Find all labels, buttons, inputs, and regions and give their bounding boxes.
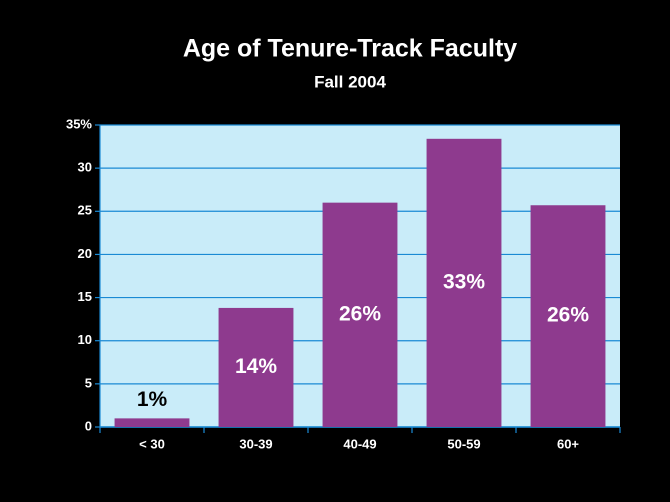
data-label: 14% bbox=[235, 355, 277, 378]
data-label: 26% bbox=[547, 304, 589, 327]
y-tick-label: 25 bbox=[78, 203, 92, 218]
bar bbox=[114, 418, 190, 427]
x-tick-label: 60+ bbox=[557, 436, 579, 451]
bar bbox=[426, 138, 502, 427]
x-tick-label: 40-49 bbox=[343, 436, 376, 451]
y-tick-label: 15 bbox=[78, 289, 92, 304]
y-tick-label: 20 bbox=[78, 246, 92, 261]
y-tick-label: 30 bbox=[78, 160, 92, 175]
x-tick-label: 30-39 bbox=[239, 436, 272, 451]
y-tick-label: 0 bbox=[85, 418, 92, 433]
bar bbox=[218, 307, 294, 427]
data-label: 26% bbox=[339, 302, 381, 325]
chart-title: Age of Tenure-Track Faculty bbox=[183, 35, 517, 63]
y-tick-label: 5 bbox=[85, 375, 92, 390]
data-label: 1% bbox=[137, 388, 168, 411]
bar bbox=[322, 202, 398, 427]
x-tick-label: < 30 bbox=[139, 436, 165, 451]
chart-subtitle: Fall 2004 bbox=[314, 72, 386, 91]
x-tick-label: 50-59 bbox=[447, 436, 480, 451]
y-tick-label: 35% bbox=[66, 116, 92, 131]
data-label: 33% bbox=[443, 270, 485, 293]
bar bbox=[530, 205, 606, 427]
y-tick-label: 10 bbox=[78, 332, 92, 347]
